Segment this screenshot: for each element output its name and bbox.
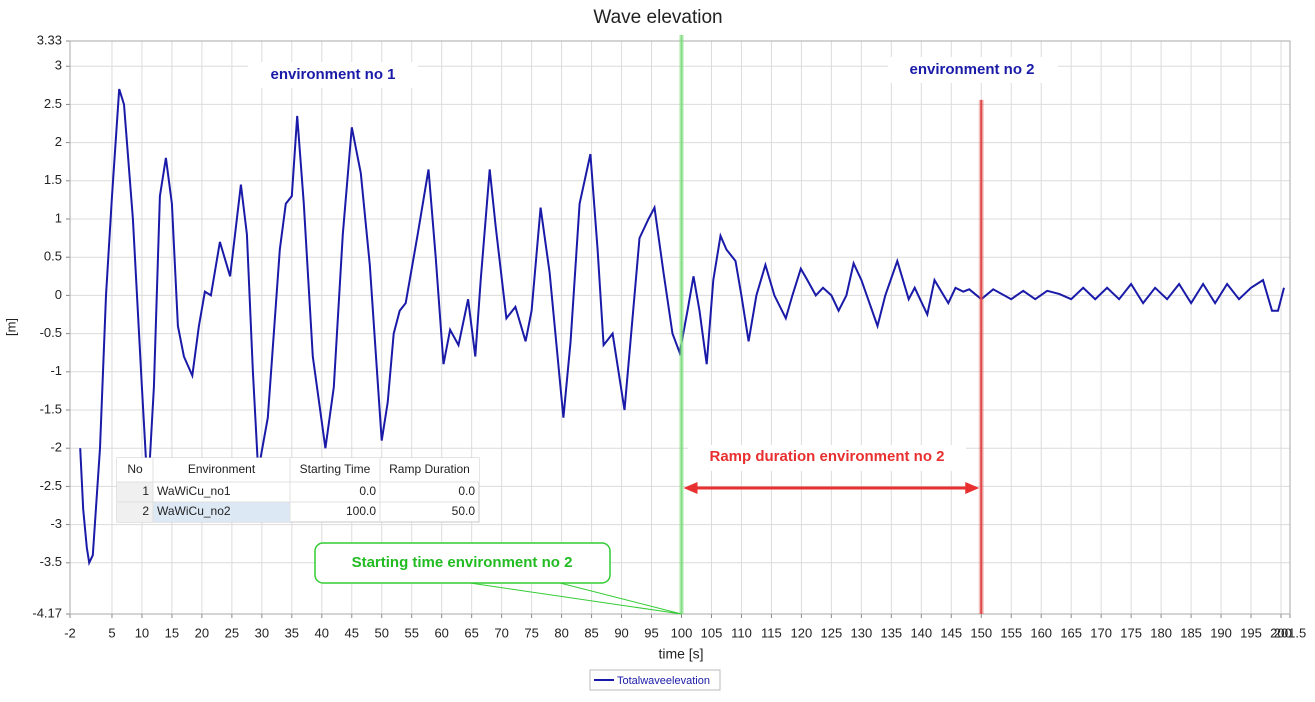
x-tick-label: 85 — [584, 625, 598, 640]
y-tick-label: -3 — [50, 516, 62, 531]
x-tick-label: 35 — [285, 625, 299, 640]
y-tick-label: 1 — [55, 210, 62, 225]
y-tick-label: -3.5 — [40, 554, 62, 569]
x-tick-label: 45 — [345, 625, 359, 640]
x-tick-label: 140 — [910, 625, 932, 640]
annotation: environment no 1 — [270, 66, 395, 83]
selected-cell — [153, 502, 290, 522]
table-cell: 0.0 — [458, 484, 475, 498]
x-tick-label: 100 — [671, 625, 693, 640]
legend-label: Totalwaveelevation — [617, 675, 710, 687]
x-tick-label: 110 — [731, 625, 752, 640]
y-tick-label: 2 — [55, 134, 62, 149]
x-tick-label: 105 — [701, 625, 723, 640]
x-tick-label: -2 — [64, 625, 76, 640]
x-tick-label: 200 — [1270, 625, 1292, 640]
arrow-head — [965, 481, 980, 494]
x-tick-label: 145 — [940, 625, 962, 640]
x-tick-label: 125 — [821, 625, 843, 640]
callout-box — [314, 542, 611, 584]
y-tick-label: -1 — [50, 363, 62, 378]
annotation-box — [688, 445, 966, 471]
x-tick-label: 180 — [1150, 625, 1172, 640]
y-tick-label: 1.5 — [44, 172, 62, 187]
table-cell: 2 — [142, 504, 149, 518]
table-cell: 50.0 — [452, 504, 476, 518]
x-tick-label: 40 — [315, 625, 329, 640]
x-axis-label: time [s] — [658, 646, 703, 662]
y-axis-label: [m] — [3, 318, 18, 336]
callout-pointer — [469, 582, 682, 615]
y-tick-label: -2.5 — [40, 478, 62, 493]
x-tick-label: 65 — [464, 625, 478, 640]
table-header: No — [127, 462, 143, 476]
x-tick-label: 150 — [970, 625, 992, 640]
y-tick-label: 0 — [55, 287, 62, 302]
y-tick-label: -4.17 — [32, 605, 62, 620]
table-cell: 0.0 — [359, 484, 376, 498]
arrow-head — [683, 481, 698, 494]
x-tick-label: 190 — [1210, 625, 1232, 640]
legend-box — [589, 669, 721, 691]
annotation-box — [248, 62, 418, 88]
x-tick-label: 90 — [614, 625, 628, 640]
x-tick-label: 135 — [880, 625, 902, 640]
overlay: environment no 1 environment no 2 Ramp dur… — [116, 35, 1058, 691]
table-cell: WaWiCu_no2 — [157, 504, 231, 518]
x-tick-label: 195 — [1240, 625, 1262, 640]
table-header: Starting Time — [300, 462, 371, 476]
grid: 3.33 3 2.5 2 1.5 1 0.5 0 -0.5 -1 -1.5 -2 -2.5 -3 -3.5 -… — [32, 32, 1306, 640]
data-line — [79, 88, 1285, 567]
x-tick-label: 120 — [791, 625, 813, 640]
y-tick-label: -0.5 — [40, 325, 62, 340]
x-tick-label: 115 — [761, 625, 782, 640]
x-tick-label: 175 — [1120, 625, 1142, 640]
x-tick-label: 5 — [108, 625, 115, 640]
y-tick-label: -2 — [50, 440, 62, 455]
x-tick-label: 130 — [850, 625, 872, 640]
y-tick-label: 3 — [55, 58, 62, 73]
table-cell: 1 — [142, 484, 149, 498]
x-tick-label: 60 — [434, 625, 448, 640]
y-tick-label: 2.5 — [44, 96, 62, 111]
x-tick-label: 30 — [255, 625, 269, 640]
y-tick-label: 0.5 — [44, 249, 62, 264]
chart-title: Wave elevation — [593, 7, 722, 28]
table-header: Environment — [188, 462, 256, 476]
annotation: Starting time environment no 2 — [352, 554, 573, 571]
x-tick-label: 10 — [135, 625, 149, 640]
annotation-box — [888, 57, 1058, 83]
x-tick-label: 185 — [1180, 625, 1202, 640]
y-tick-label: 3.33 — [37, 32, 62, 47]
table-header-bg — [117, 458, 479, 482]
x-tick-label: 160 — [1030, 625, 1052, 640]
annotation: Ramp duration environment no 2 — [709, 448, 944, 465]
x-tick-label: 165 — [1060, 625, 1082, 640]
x-tick-label: 70 — [494, 625, 508, 640]
x-tick-label: 15 — [165, 625, 179, 640]
x-tick-label: 20 — [195, 625, 209, 640]
table-cell: WaWiCu_no1 — [157, 484, 231, 498]
plot — [79, 88, 1285, 567]
x-tick-label: 201.5 — [1274, 625, 1307, 640]
x-tick-label: 50 — [375, 625, 389, 640]
x-tick-label: 95 — [644, 625, 658, 640]
x-tick-label: 25 — [225, 625, 239, 640]
annotation: environment no 2 — [909, 61, 1034, 78]
table-header: Ramp Duration — [389, 462, 470, 476]
table-cell: 100.0 — [346, 504, 376, 518]
x-tick-label: 55 — [404, 625, 418, 640]
x-tick-label: 170 — [1090, 625, 1112, 640]
y-tick-label: -1.5 — [40, 401, 62, 416]
x-tick-label: 155 — [1000, 625, 1022, 640]
x-tick-label: 75 — [524, 625, 538, 640]
x-tick-label: 80 — [554, 625, 568, 640]
